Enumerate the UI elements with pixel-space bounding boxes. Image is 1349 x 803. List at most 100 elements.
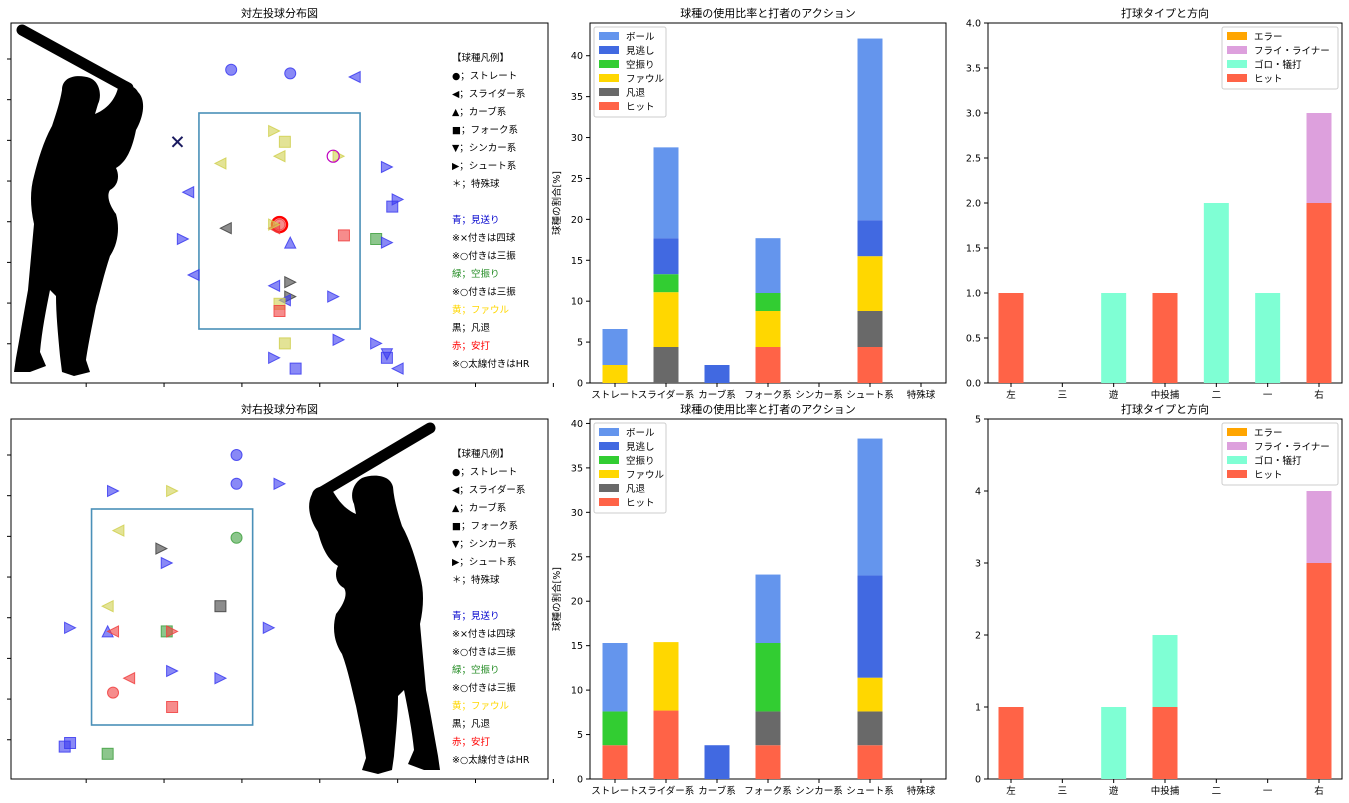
- legend-action-item: ※○付きは三振: [452, 286, 516, 298]
- legend-shape-item: ＊；特殊球: [452, 574, 500, 586]
- pitch-fork: [278, 135, 291, 148]
- pitch-fork: [370, 233, 383, 245]
- legend-action-item: ※○付きは三振: [452, 682, 516, 694]
- legend-action-item: ※○太線付きはHR: [452, 754, 530, 766]
- pitch-fork: [214, 600, 227, 613]
- batter-body: [309, 475, 440, 774]
- legend-swatch: [599, 60, 619, 68]
- x-tick-label: 中投捕: [1151, 389, 1180, 401]
- y-tick-label: 3: [975, 559, 981, 570]
- pitch-shoot: [284, 275, 297, 289]
- pitch-shoot: [166, 664, 179, 678]
- x-tick-label: 右: [1314, 389, 1324, 401]
- pitch-fork: [337, 229, 350, 242]
- legend-label: ファウル: [626, 470, 665, 481]
- legend-swatch: [599, 442, 619, 450]
- bar-segment: [755, 643, 781, 712]
- pitch-slider: [391, 362, 404, 375]
- bar-segment: [1101, 293, 1127, 383]
- pitch-straight: [230, 531, 243, 544]
- y-tick-label: 0.5: [966, 334, 981, 345]
- y-tick-label: 40: [571, 51, 583, 62]
- legend-shape-item: ◀；スライダー系: [452, 88, 525, 100]
- pitch-fork: [166, 701, 179, 713]
- bar-segment: [1306, 113, 1332, 203]
- legend-header: 【球種凡例】: [452, 448, 509, 460]
- x-tick-label: 一: [1263, 390, 1273, 401]
- bar-segment: [602, 329, 628, 365]
- bar-segment: [857, 256, 883, 311]
- bar-segment: [653, 238, 679, 275]
- y-axis-label: 球種の割合[%]: [551, 567, 563, 631]
- chart-title: 対左投球分布図: [241, 6, 318, 20]
- legend-swatch: [1227, 456, 1247, 464]
- strikeout-ring: [326, 149, 340, 163]
- pitch-shoot: [370, 337, 383, 350]
- pitch-shoot: [380, 160, 394, 174]
- y-tick-label: 1: [975, 703, 981, 714]
- x-tick-label: フォーク系: [744, 786, 792, 797]
- pitch-slider: [122, 671, 136, 685]
- legend-label: 空振り: [626, 455, 655, 467]
- legend-label: ボール: [626, 428, 655, 439]
- legend-label: ゴロ・犠打: [1254, 455, 1302, 467]
- legend-action-item: ※○太線付きはHR: [452, 358, 530, 370]
- x-tick-label: 二: [1212, 786, 1222, 797]
- legend-action-item: 緑；空振り: [452, 664, 500, 676]
- strike-zone: [198, 112, 361, 330]
- legend-action-item: 黄；ファウル: [452, 700, 510, 712]
- x-tick-label: 一: [1263, 786, 1273, 797]
- bar-segment: [857, 311, 883, 347]
- legend-swatch: [599, 498, 619, 506]
- x-tick-label: 三: [1058, 786, 1068, 797]
- pitch-location-chart: 対右投球分布図【球種凡例】 ●；ストレート ◀；スライダー系 ▲；カーブ系 ■；フォーク…: [7, 402, 554, 783]
- pitch-shoot: [273, 477, 287, 491]
- pitch-shoot: [155, 542, 168, 555]
- walk-mark: [171, 136, 184, 148]
- bar-segment: [755, 238, 781, 293]
- legend-swatch: [599, 74, 619, 82]
- y-tick-label: 20: [571, 597, 583, 608]
- y-tick-label: 30: [571, 508, 583, 519]
- pitch-shoot: [268, 124, 281, 138]
- legend-label: ヒット: [1254, 74, 1283, 85]
- x-tick-label: 中投捕: [1151, 785, 1180, 797]
- y-tick-label: 2.5: [966, 154, 981, 165]
- bar-segment: [653, 274, 679, 293]
- x-tick-label: 特殊球: [907, 389, 936, 401]
- x-tick-label: シンカー系: [795, 390, 843, 401]
- stacked-bar-chart: 球種の使用比率と打者のアクション 0 5 10 15 20 25 30 35 40 球種の割合[%]…: [551, 6, 947, 401]
- bar-segment: [755, 745, 781, 779]
- bar-segment: [857, 711, 883, 746]
- legend-swatch: [1227, 442, 1247, 450]
- pitch-shoot: [176, 232, 190, 246]
- x-tick-label: スライダー系: [638, 785, 695, 797]
- legend-swatch: [1227, 74, 1247, 82]
- bar-segment: [755, 711, 781, 746]
- y-tick-label: 35: [571, 463, 583, 474]
- bar-segment: [1152, 707, 1178, 779]
- legend-action-item: 黒；凡退: [452, 719, 491, 730]
- bar-segment: [998, 707, 1024, 779]
- pitch-fork: [101, 747, 114, 760]
- bar-segment: [857, 438, 883, 576]
- legend-shape-item: ▲；カーブ系: [452, 106, 506, 118]
- y-tick-label: 0: [577, 775, 583, 786]
- legend-swatch: [599, 428, 619, 436]
- legend-swatch: [599, 46, 619, 54]
- y-tick-label: 15: [571, 256, 583, 267]
- x-tick-label: 遊: [1109, 785, 1119, 797]
- pitch-slider: [186, 268, 200, 282]
- bar-segment: [998, 293, 1024, 383]
- legend-action-item: 緑；空振り: [452, 268, 500, 280]
- legend-swatch: [599, 102, 619, 110]
- x-tick-label: 二: [1212, 390, 1222, 401]
- legend-label: フライ・ライナー: [1254, 442, 1330, 453]
- legend-label: エラー: [1254, 32, 1283, 43]
- pitch-location-chart: 対左投球分布図【球種凡例】 ●；ストレート ◀；スライダー系 ▲；カーブ系 ■；フォーク…: [7, 6, 554, 387]
- legend-action-item: ※×付きは四球: [452, 628, 516, 640]
